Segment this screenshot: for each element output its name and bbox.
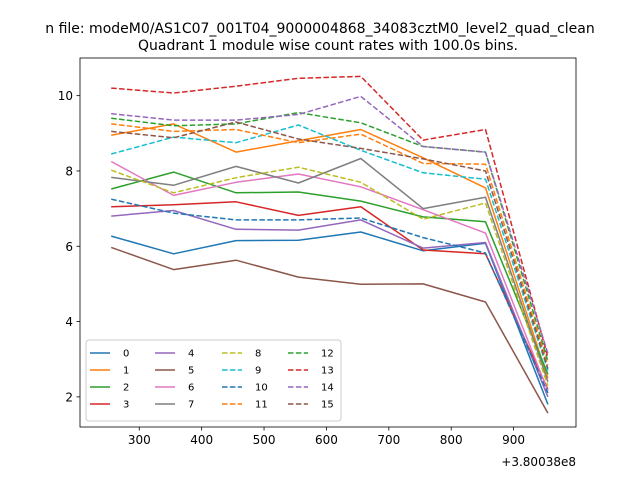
chart-title: Quadrant 1 module wise count rates with … (138, 38, 518, 54)
x-tick-label: 400 (190, 433, 213, 447)
x-offset-label: +3.80038e8 (501, 455, 576, 469)
series-line-7 (111, 157, 549, 383)
y-tick-label: 4 (65, 315, 73, 329)
legend-label-13: 13 (321, 366, 334, 377)
x-tick-label: 800 (440, 433, 463, 447)
chart-suptitle: n file: modeM0/AS1C07_001T04_9000004868_… (45, 21, 594, 37)
x-tick-label: 500 (253, 433, 276, 447)
plot-frame (79, 57, 577, 428)
legend-label-14: 14 (321, 383, 334, 394)
series-line-3 (111, 201, 549, 390)
series-line-5 (110, 246, 549, 414)
series-line-2 (111, 171, 549, 375)
legend-label-2: 2 (123, 383, 129, 394)
legend-label-10: 10 (255, 383, 268, 394)
y-tick-label: 6 (65, 240, 73, 254)
legend-label-9: 9 (255, 366, 261, 377)
series-line-14 (111, 95, 549, 354)
y-tick-label: 8 (65, 164, 73, 178)
x-tick-label: 900 (502, 433, 525, 447)
legend-label-1: 1 (123, 366, 129, 377)
series-line-8 (110, 166, 549, 386)
legend-frame (85, 339, 342, 422)
series-line-15 (111, 121, 549, 369)
legend-label-15: 15 (321, 400, 334, 411)
y-tick-label: 10 (58, 89, 73, 103)
series-line-13 (111, 75, 549, 358)
legend-label-0: 0 (123, 349, 129, 360)
series-line-12 (111, 111, 549, 362)
y-tick-label: 2 (65, 390, 73, 404)
legend-label-11: 11 (255, 400, 268, 411)
legend-label-4: 4 (188, 349, 194, 360)
series-line-10 (111, 198, 549, 394)
series-line-0 (110, 231, 549, 405)
series-line-6 (110, 160, 549, 392)
legend-label-8: 8 (255, 349, 261, 360)
legend-label-6: 6 (188, 383, 194, 394)
x-tick-label: 600 (315, 433, 338, 447)
series-layer (110, 75, 549, 414)
legend-label-7: 7 (188, 400, 194, 411)
x-tick-label: 300 (128, 433, 151, 447)
legend-label-12: 12 (321, 349, 334, 360)
series-line-11 (111, 123, 549, 366)
series-line-1 (111, 123, 549, 379)
x-tick-label: 700 (377, 433, 400, 447)
legend-label-5: 5 (188, 366, 194, 377)
legend-label-3: 3 (123, 400, 129, 411)
series-line-9 (111, 124, 549, 371)
